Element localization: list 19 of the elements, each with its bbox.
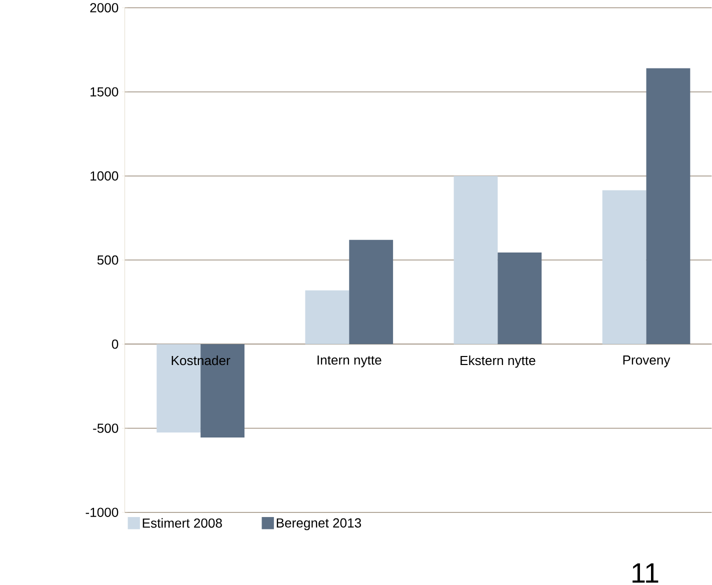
- y-tick-label: 2000: [90, 3, 118, 13]
- legend-label: Beregnet 2013: [276, 518, 362, 530]
- bar: [454, 176, 498, 344]
- bar: [498, 252, 542, 344]
- x-tick-label: Intern nytte: [318, 356, 382, 368]
- y-tick-label: 1500: [90, 87, 118, 97]
- y-tick-label: 500: [97, 256, 118, 265]
- bar: [646, 68, 690, 344]
- bar: [305, 290, 350, 344]
- y-tick-label: -500: [93, 424, 118, 434]
- legend-label: Estimert 2008: [142, 518, 222, 528]
- bar: [349, 240, 394, 344]
- y-tick-label: 0: [112, 340, 118, 349]
- x-tick-label: Ekstern nytte: [460, 356, 536, 368]
- y-tick-label: -1000: [86, 508, 118, 518]
- text: 11: [632, 563, 658, 583]
- x-tick-label: Proveny: [623, 356, 670, 368]
- y-tick-label: 1000: [90, 171, 118, 181]
- bar: [602, 190, 646, 344]
